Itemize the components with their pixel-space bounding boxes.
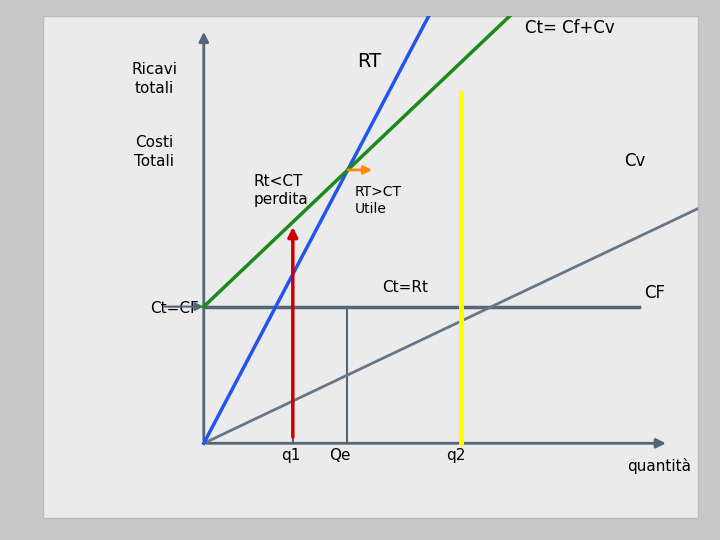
Text: Qe: Qe bbox=[329, 448, 351, 463]
Text: Costi
Totali: Costi Totali bbox=[135, 135, 174, 168]
Text: Ricavi
totali: Ricavi totali bbox=[131, 63, 177, 96]
Text: RT: RT bbox=[357, 52, 382, 71]
Text: Cv: Cv bbox=[624, 152, 646, 170]
Text: q2: q2 bbox=[446, 448, 466, 463]
Text: Rt<CT
perdita: Rt<CT perdita bbox=[253, 173, 308, 207]
Text: Ct=CF: Ct=CF bbox=[150, 301, 199, 316]
Text: Utile: Utile bbox=[355, 201, 387, 215]
Text: Ct=Rt: Ct=Rt bbox=[382, 280, 428, 295]
Text: Ct= Cf+Cv: Ct= Cf+Cv bbox=[526, 19, 615, 37]
Text: RT>CT: RT>CT bbox=[355, 185, 402, 199]
Text: CF: CF bbox=[644, 284, 665, 302]
Text: q1: q1 bbox=[281, 448, 300, 463]
Text: quantità: quantità bbox=[627, 458, 690, 474]
